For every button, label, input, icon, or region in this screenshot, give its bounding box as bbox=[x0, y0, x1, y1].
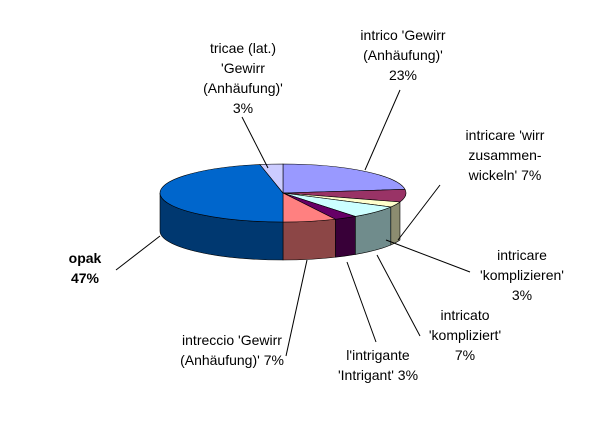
leader-line bbox=[346, 261, 377, 343]
leader-line bbox=[285, 259, 308, 357]
leader-line bbox=[115, 235, 161, 271]
slice bbox=[282, 163, 406, 194]
leader-line bbox=[385, 239, 471, 273]
category-label: intreccio 'Gewirr (Anhäufung)' bbox=[180, 332, 282, 368]
slice-side bbox=[282, 218, 336, 261]
value-label: 3% bbox=[397, 367, 419, 383]
leader-line bbox=[397, 184, 441, 241]
slice-label: intricare 'komplizieren' 3% bbox=[472, 245, 572, 305]
slice-label: l'intrigante 'Intrigant' 3% bbox=[336, 345, 421, 385]
leader-line bbox=[241, 116, 269, 169]
slice-label: tricae (lat.) 'Gewirr (Anhäufung)' 3% bbox=[197, 38, 289, 118]
leader-line bbox=[364, 89, 401, 171]
value-label: 7% bbox=[521, 167, 542, 183]
category-label: intricare 'komplizieren' bbox=[480, 247, 564, 283]
category-label: opak bbox=[68, 250, 102, 266]
category-label: intricare 'wirr zusammen-wickeln' bbox=[465, 127, 545, 183]
category-label: intrico 'Gewirr (Anhäufung)' bbox=[360, 27, 446, 63]
slice-label: intricato 'kompliziert' 7% bbox=[420, 305, 510, 365]
category-label: intricato 'kompliziert' bbox=[428, 307, 502, 343]
leader-line bbox=[376, 254, 421, 337]
category-label: l'intrigante 'Intrigant' bbox=[337, 347, 410, 383]
category-label: tricae (lat.) 'Gewirr (Anhäufung)' bbox=[203, 40, 283, 96]
slice-side bbox=[335, 216, 356, 258]
slice bbox=[159, 164, 284, 223]
slice-label: intreccio 'Gewirr (Anhäufung)' 7% bbox=[175, 330, 290, 370]
value-label: 7% bbox=[263, 352, 284, 368]
value-label: 23% bbox=[388, 67, 418, 83]
value-label: 7% bbox=[454, 347, 476, 363]
slice-label: intrico 'Gewirr (Anhäufung)' 23% bbox=[349, 25, 457, 85]
value-label: 47% bbox=[70, 270, 100, 286]
value-label: 3% bbox=[232, 100, 254, 116]
slice-label: intricare 'wirr zusammen-wickeln' 7% bbox=[450, 125, 560, 185]
slice-label: opak 47% bbox=[55, 248, 115, 288]
value-label: 3% bbox=[511, 287, 533, 303]
slice bbox=[259, 163, 284, 194]
